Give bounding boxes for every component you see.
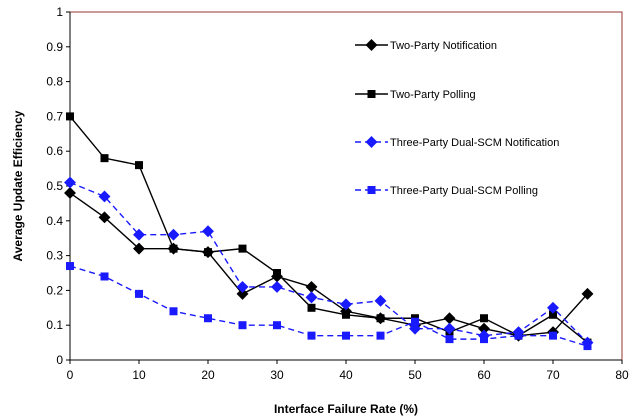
data-point (376, 331, 385, 340)
data-point (547, 301, 559, 314)
data-point (238, 244, 247, 253)
x-tick-label: 30 (270, 368, 284, 382)
data-point (376, 314, 385, 323)
data-point (581, 287, 594, 300)
data-point (549, 331, 557, 340)
data-point (204, 248, 212, 257)
legend-label: Three-Party Dual-SCM Polling (390, 185, 538, 197)
data-point (66, 262, 74, 271)
legend-marker (365, 39, 378, 51)
y-axis-title: Average Update Efficiency (11, 110, 25, 261)
data-point (307, 331, 316, 340)
data-point (100, 154, 109, 163)
data-point (342, 310, 350, 319)
x-tick-label: 10 (132, 368, 146, 382)
data-point (64, 187, 76, 199)
x-axis-ticks: 0 10 20 30 40 50 60 70 80 (67, 360, 629, 382)
data-point (100, 272, 109, 281)
data-point (236, 280, 249, 293)
data-point (411, 317, 419, 326)
series-line (69, 192, 589, 337)
data-point (167, 228, 180, 241)
legend: Two-Party Notification Two-Party Polling T… (355, 39, 559, 197)
x-tick-label: 0 (67, 368, 74, 382)
data-point (135, 289, 143, 298)
x-tick-label: 40 (339, 368, 353, 382)
data-point (135, 161, 143, 170)
data-point (98, 211, 111, 224)
data-point (236, 287, 249, 300)
y-tick-label: 0 (56, 353, 63, 367)
x-tick-label: 50 (408, 368, 422, 382)
y-tick-label: 0.7 (46, 109, 63, 123)
data-point (273, 321, 281, 330)
data-point (271, 280, 283, 293)
data-point (445, 335, 454, 344)
legend-label: Two-Party Polling (390, 89, 476, 101)
y-tick-label: 0.1 (46, 318, 63, 332)
data-point (133, 242, 145, 255)
data-point (202, 225, 214, 238)
data-point (238, 321, 247, 330)
data-point (340, 298, 352, 311)
legend-marker (367, 186, 376, 194)
legend-label: Three-Party Dual-SCM Notification (390, 137, 559, 149)
legend-marker (367, 90, 376, 98)
x-tick-label: 80 (615, 368, 629, 382)
y-tick-label: 0.4 (46, 214, 63, 228)
series-layer (64, 112, 594, 351)
data-point (374, 294, 387, 307)
data-point (133, 228, 145, 241)
data-point (307, 303, 316, 312)
legend-label: Two-Party Notification (390, 40, 497, 52)
data-point (480, 314, 488, 323)
data-point (169, 244, 178, 253)
data-point (583, 342, 592, 351)
data-point (342, 331, 350, 340)
y-tick-label: 0.2 (46, 283, 63, 297)
data-point (409, 322, 421, 335)
y-axis-ticks: 0 0.1 0.2 0.3 0.4 0.5 0.6 0.7 0.8 0.9 1 (46, 5, 70, 367)
data-point (514, 331, 523, 340)
data-point (273, 269, 281, 277)
series-4 (66, 262, 592, 351)
x-tick-label: 70 (546, 368, 560, 382)
data-point (480, 335, 488, 344)
data-point (204, 314, 212, 323)
data-point (443, 322, 456, 335)
y-tick-label: 1 (56, 5, 63, 19)
series-line (69, 181, 588, 344)
series-line (69, 115, 588, 344)
y-tick-label: 0.8 (46, 75, 63, 89)
y-tick-label: 0.3 (46, 249, 63, 263)
y-tick-label: 0.5 (46, 179, 63, 193)
series-line (69, 265, 588, 347)
y-tick-label: 0.6 (46, 144, 63, 158)
data-point (64, 176, 76, 189)
x-tick-label: 60 (477, 368, 491, 382)
data-point (169, 307, 178, 316)
x-axis-title: Interface Failure Rate (%) (274, 402, 418, 416)
legend-marker (365, 136, 378, 148)
y-tick-label: 0.9 (46, 40, 63, 54)
data-point (66, 112, 74, 121)
x-tick-label: 20 (201, 368, 215, 382)
data-point (98, 190, 111, 203)
data-point (305, 291, 318, 304)
